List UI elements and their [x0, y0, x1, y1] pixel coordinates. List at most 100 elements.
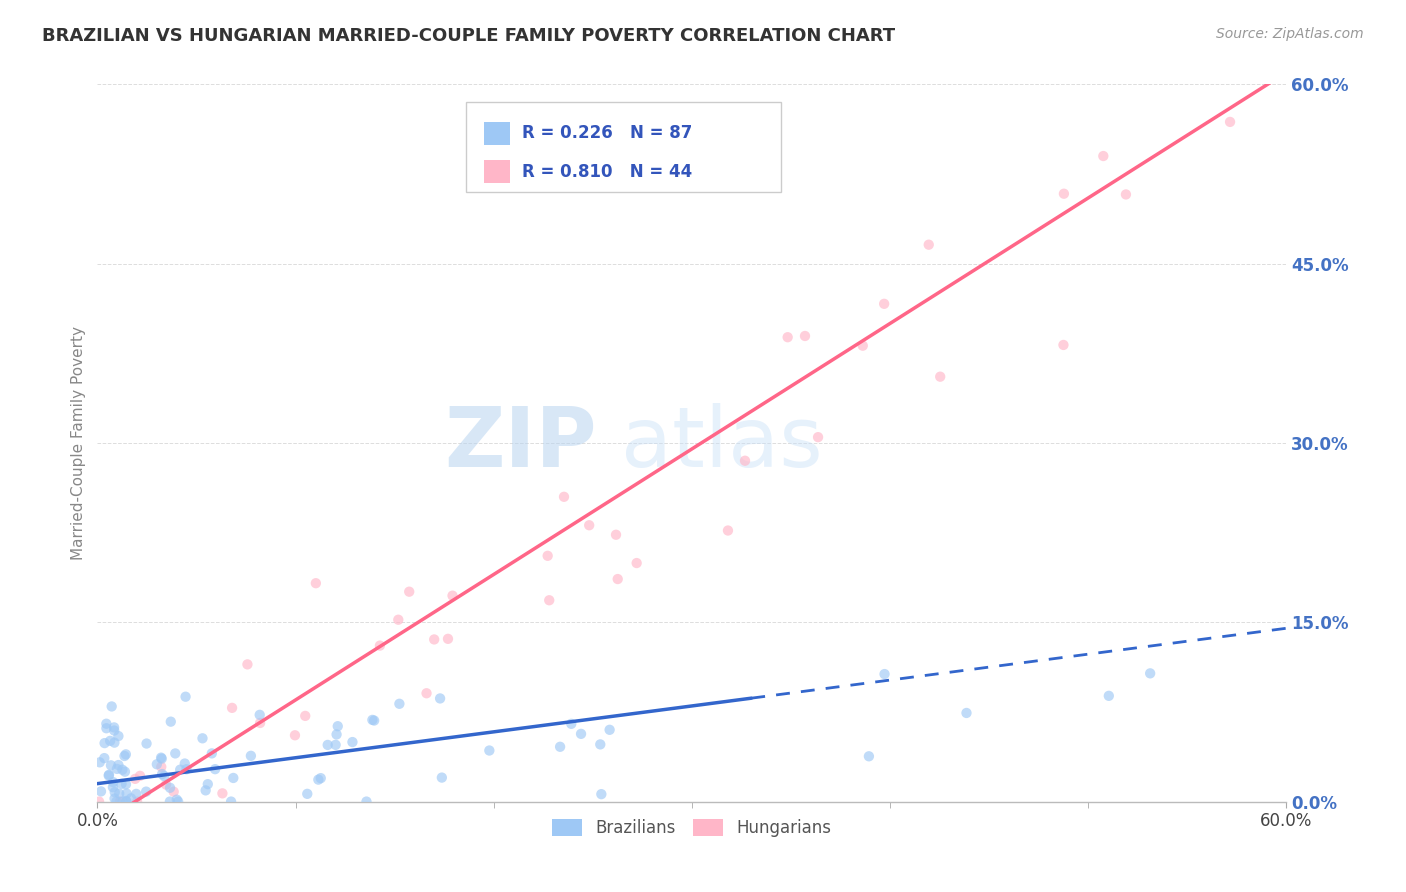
Point	[929, 369, 952, 384]
Point	[115, 795, 138, 809]
Point	[305, 576, 328, 591]
Point	[120, 791, 142, 805]
Point	[309, 771, 332, 785]
Point	[441, 589, 464, 603]
Point	[626, 556, 648, 570]
Point	[776, 330, 799, 344]
Bar	[484, 161, 510, 184]
Point	[100, 758, 122, 772]
Point	[163, 785, 186, 799]
Point	[221, 701, 243, 715]
Point	[194, 783, 217, 797]
Point	[368, 639, 391, 653]
Point	[159, 714, 181, 729]
Point	[129, 769, 152, 783]
Point	[794, 329, 817, 343]
Point	[93, 736, 115, 750]
Point	[124, 772, 146, 786]
Point	[430, 771, 453, 785]
Point	[478, 743, 501, 757]
Point	[174, 690, 197, 704]
Point	[589, 738, 612, 752]
Point	[807, 430, 830, 444]
Point	[548, 739, 571, 754]
FancyBboxPatch shape	[465, 103, 780, 192]
Point	[388, 697, 411, 711]
Point	[249, 715, 271, 730]
Point	[115, 747, 138, 762]
Point	[249, 707, 271, 722]
Point	[398, 584, 420, 599]
Text: Source: ZipAtlas.com: Source: ZipAtlas.com	[1216, 27, 1364, 41]
Point	[101, 775, 124, 789]
Legend: Brazilians, Hungarians: Brazilians, Hungarians	[546, 812, 838, 844]
Point	[125, 787, 148, 801]
Point	[605, 527, 627, 541]
Point	[873, 297, 896, 311]
Point	[342, 735, 364, 749]
Point	[107, 758, 129, 772]
Point	[135, 737, 157, 751]
Point	[96, 716, 118, 731]
Point	[387, 613, 409, 627]
Point	[873, 667, 896, 681]
Point	[955, 706, 977, 720]
Point	[114, 764, 136, 779]
Point	[415, 686, 437, 700]
Point	[599, 723, 621, 737]
Point	[1219, 115, 1241, 129]
Point	[103, 723, 125, 738]
Point	[197, 777, 219, 791]
Point	[429, 691, 451, 706]
Point	[325, 738, 347, 752]
Point	[127, 795, 149, 809]
Point	[219, 795, 242, 809]
Text: atlas: atlas	[620, 402, 823, 483]
Point	[159, 780, 181, 795]
Point	[606, 572, 628, 586]
Point	[560, 716, 582, 731]
Point	[93, 751, 115, 765]
Point	[97, 768, 120, 782]
Point	[538, 593, 561, 607]
Point	[201, 747, 224, 761]
Point	[135, 784, 157, 798]
Point	[114, 749, 136, 764]
Point	[211, 786, 233, 800]
Point	[1098, 689, 1121, 703]
Bar	[484, 121, 510, 145]
Point	[166, 792, 188, 806]
Point	[108, 787, 131, 801]
Point	[110, 777, 132, 791]
Point	[176, 762, 198, 776]
Point	[239, 748, 262, 763]
Point	[115, 794, 138, 808]
Point	[537, 549, 560, 563]
Point	[115, 777, 138, 791]
Point	[294, 709, 316, 723]
Point	[111, 795, 134, 809]
Point	[734, 454, 756, 468]
Text: BRAZILIAN VS HUNGARIAN MARRIED-COUPLE FAMILY POVERTY CORRELATION CHART: BRAZILIAN VS HUNGARIAN MARRIED-COUPLE FA…	[42, 27, 896, 45]
Point	[1052, 338, 1074, 352]
Point	[297, 787, 319, 801]
Point	[356, 795, 378, 809]
Point	[553, 490, 575, 504]
Point	[104, 785, 127, 799]
Text: R = 0.810   N = 44: R = 0.810 N = 44	[522, 163, 692, 181]
Point	[173, 756, 195, 771]
Point	[236, 657, 259, 672]
Point	[98, 768, 121, 782]
Point	[107, 729, 129, 743]
Point	[591, 787, 613, 801]
Point	[115, 787, 138, 801]
Point	[1115, 187, 1137, 202]
Point	[103, 736, 125, 750]
Point	[569, 727, 592, 741]
Point	[150, 760, 173, 774]
Point	[89, 756, 111, 770]
Point	[108, 795, 131, 809]
Point	[150, 767, 173, 781]
Point	[100, 699, 122, 714]
Point	[111, 763, 134, 777]
